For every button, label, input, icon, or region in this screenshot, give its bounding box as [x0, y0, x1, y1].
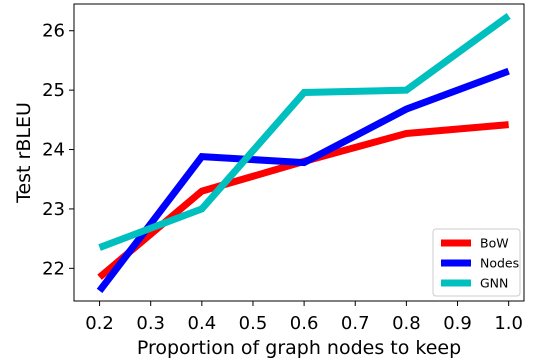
y-tick-label: 23	[42, 199, 65, 220]
x-tick-label: 0.2	[85, 313, 114, 334]
x-tick-label: 0.4	[188, 313, 217, 334]
x-tick-label: 0.5	[239, 313, 268, 334]
x-tick-label: 0.3	[136, 313, 165, 334]
series-line-gnn	[98, 13, 511, 251]
legend-label-nodes: Nodes	[480, 256, 519, 271]
y-axis-label: Test rBLEU	[13, 102, 35, 204]
y-axis: 22 23 24 25 26	[42, 21, 74, 279]
x-tick-label: 0.6	[290, 313, 319, 334]
plot-frame	[73, 3, 525, 302]
x-axis-label: Proportion of graph nodes to keep	[137, 337, 461, 359]
x-tick-label: 0.9	[443, 313, 472, 334]
y-tick-label: 25	[42, 80, 65, 101]
legend-label-gnn: GNN	[480, 276, 508, 291]
legend: BoW Nodes GNN	[432, 228, 521, 297]
legend-label-bow: BoW	[480, 236, 509, 251]
x-tick-label: 0.8	[392, 313, 421, 334]
plot-lines	[96, 13, 511, 294]
series-line-nodes	[96, 67, 510, 294]
x-tick-label: 1.0	[494, 313, 523, 334]
x-axis: 0.2 0.3 0.4 0.5 0.6 0.7 0.8 0.9 1.0	[85, 301, 523, 334]
y-tick-label: 24	[42, 140, 65, 161]
y-tick-label: 22	[42, 258, 65, 279]
y-tick-label: 26	[42, 21, 65, 42]
x-tick-label: 0.7	[341, 313, 370, 334]
